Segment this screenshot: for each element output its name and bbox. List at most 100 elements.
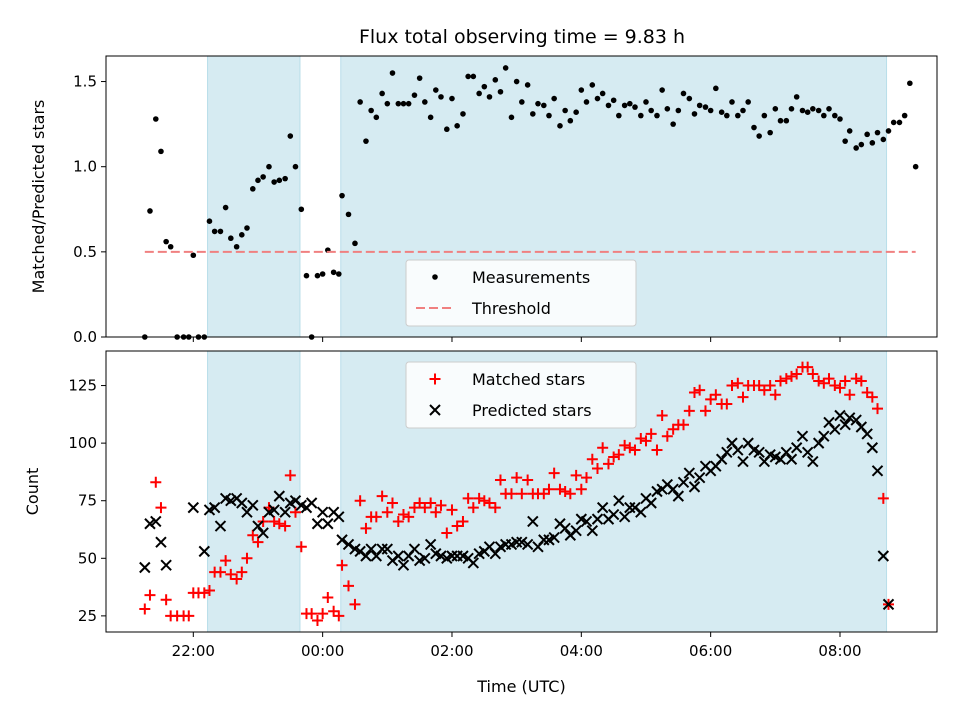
data-point (446, 550, 458, 562)
data-point (664, 105, 671, 112)
data-point (591, 513, 604, 525)
data-point (449, 95, 455, 102)
data-point (522, 474, 534, 486)
legend: Matched stars Predicted stars (405, 361, 637, 429)
data-point (427, 114, 434, 121)
data-point (247, 529, 259, 541)
data-point (829, 423, 841, 436)
y-tick-label: 75 (78, 492, 97, 510)
data-point (573, 109, 579, 115)
data-point (305, 497, 318, 509)
data-point (745, 99, 751, 105)
data-point (667, 483, 679, 495)
data-point (596, 501, 609, 514)
data-point (597, 442, 609, 454)
data-point (292, 163, 299, 170)
data-point (187, 501, 200, 514)
data-point (791, 368, 803, 380)
legend-box (405, 361, 637, 429)
data-point (812, 437, 825, 449)
data-point (467, 502, 479, 514)
y-tick-label: 0.0 (73, 328, 97, 346)
data-point (802, 361, 814, 373)
data-point (801, 446, 814, 459)
data-point (780, 446, 793, 459)
data-point (211, 228, 218, 235)
data-point (345, 211, 352, 218)
legend-label: Predicted stars (472, 401, 592, 420)
top-panel: 0.0 0.5 1.0 1.5 Matched/Predicted stars Measu… (29, 55, 938, 346)
data-point (239, 232, 245, 238)
data-point (772, 105, 779, 112)
data-point (858, 141, 865, 148)
data-point (616, 112, 622, 119)
data-point (330, 269, 337, 276)
data-point (198, 587, 210, 599)
data-point (214, 520, 227, 532)
data-point (425, 497, 437, 509)
data-point (392, 550, 405, 562)
data-point (225, 568, 237, 580)
data-point (249, 186, 256, 192)
data-point (713, 85, 719, 92)
data-point (411, 92, 418, 98)
data-point (661, 430, 673, 442)
data-point (677, 476, 690, 488)
data-point (753, 446, 765, 459)
data-point (206, 218, 213, 224)
data-point (732, 444, 744, 456)
legend-label: Threshold (471, 299, 551, 318)
data-point (826, 105, 832, 112)
data-point (311, 518, 324, 530)
data-point (885, 128, 892, 134)
shaded-region (207, 350, 301, 633)
data-point (672, 490, 685, 502)
data-point (416, 75, 423, 81)
data-point (769, 389, 781, 401)
data-point (767, 129, 773, 136)
data-point (732, 377, 744, 389)
data-point (373, 114, 380, 121)
data-point (386, 497, 398, 509)
data-point (370, 511, 382, 523)
x-tick-label: 06:00 (689, 642, 732, 660)
data-point (435, 550, 447, 562)
data-point (613, 495, 625, 507)
data-point (677, 419, 689, 431)
data-point (435, 499, 447, 511)
data-point (152, 116, 159, 122)
data-point (564, 488, 576, 500)
data-point (777, 117, 784, 124)
data-point (872, 403, 884, 415)
data-point (497, 88, 504, 95)
x-tick-label: 08:00 (818, 642, 861, 660)
data-point (570, 524, 582, 537)
data-point (844, 389, 856, 401)
data-point (580, 472, 592, 484)
data-point (395, 100, 402, 107)
data-point (645, 497, 657, 509)
y-tick-label: 1.0 (73, 158, 97, 176)
data-point (222, 204, 229, 211)
data-point (424, 538, 437, 551)
data-point (271, 179, 277, 185)
data-point (163, 238, 169, 245)
data-point (336, 534, 348, 546)
data-point (360, 550, 372, 562)
data-point (225, 495, 237, 507)
data-point (527, 515, 539, 528)
data-point (837, 116, 843, 122)
data-point (508, 114, 515, 121)
data-point (155, 536, 167, 548)
data-point (645, 428, 657, 440)
data-point (546, 112, 552, 119)
data-point (381, 543, 394, 555)
data-point (203, 585, 215, 597)
data-point (866, 442, 879, 454)
data-point (486, 94, 493, 100)
data-point (408, 543, 421, 555)
data-point (890, 119, 897, 126)
data-point (465, 73, 471, 80)
data-point (871, 465, 884, 477)
